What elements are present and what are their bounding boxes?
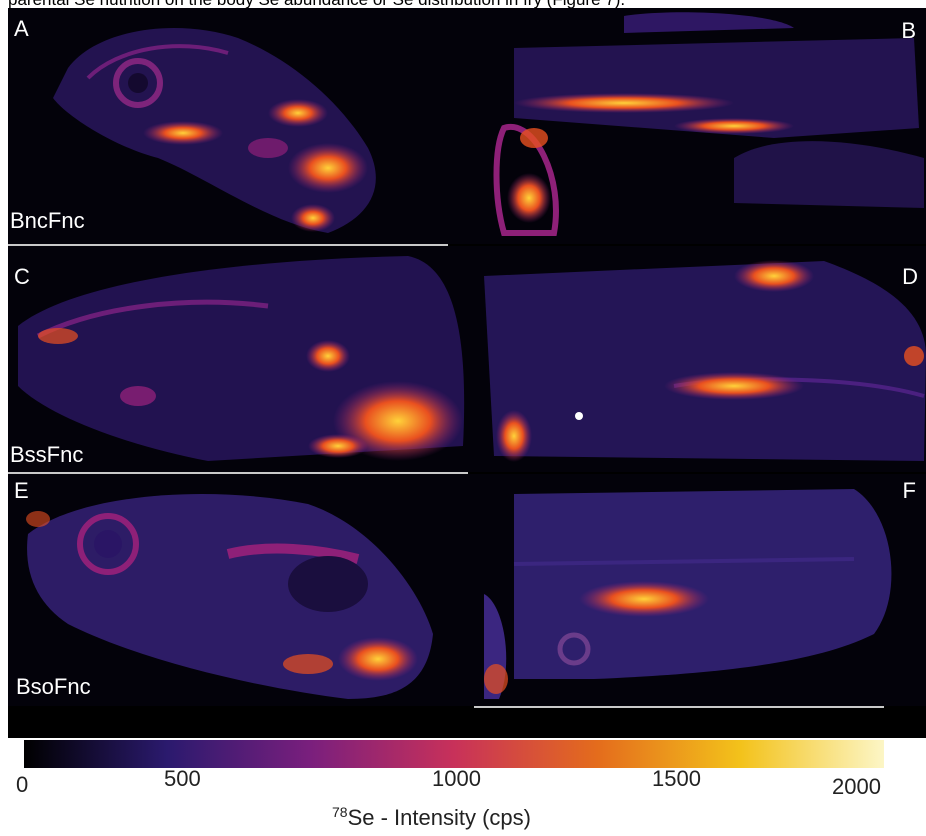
- panel-label-a: A: [14, 16, 29, 41]
- panel-a-heatmap: [53, 28, 376, 233]
- sample-label-bssfnc: BssFnc: [10, 442, 84, 467]
- panel-label-d: D: [902, 264, 918, 289]
- panel-c-heatmap: [18, 256, 465, 461]
- panel-label-f: F: [902, 478, 916, 503]
- row-divider-2: [8, 472, 468, 474]
- sample-label-bsofnc: BsoFnc: [16, 674, 91, 699]
- sample-label-bncfnc: BncFnc: [10, 208, 85, 233]
- panel-label-b: B: [901, 18, 916, 43]
- colorbar-tick-500: 500: [164, 766, 201, 791]
- panel-e-heatmap: [26, 494, 434, 699]
- colorbar-tick-2000: 2000: [832, 774, 881, 799]
- panel-f-heatmap: [484, 489, 892, 699]
- panel-f-image: F: [474, 474, 926, 706]
- panel-b-heatmap: [493, 12, 924, 236]
- colorbar-axis-title: 78Se - Intensity (cps): [332, 804, 531, 831]
- row-divider-1: [8, 244, 448, 246]
- colorbar-axis-title-text: Se - Intensity (cps): [347, 805, 531, 830]
- panel-d-heatmap: [484, 260, 926, 462]
- row-divider-3: [474, 706, 884, 708]
- panel-c-image: C BssFnc: [8, 246, 474, 472]
- colorbar-tick-1000: 1000: [432, 766, 481, 791]
- intensity-colorbar: [24, 740, 884, 768]
- panel-a-image: A BncFnc: [8, 8, 474, 244]
- panel-d-image: D: [474, 246, 926, 472]
- colorbar-tick-1500: 1500: [652, 766, 701, 791]
- colorbar-tick-0: 0: [16, 772, 29, 797]
- caption-fragment: parental Se nutrition on the body Se abu…: [8, 0, 625, 10]
- se-imaging-figure: A BncFnc B: [8, 8, 926, 738]
- panel-b-image: B: [474, 8, 926, 244]
- panel-label-e: E: [14, 478, 29, 503]
- isotope-mass-number: 78: [332, 804, 348, 820]
- panel-label-c: C: [14, 264, 30, 289]
- panel-e-image: E BsoFnc: [8, 474, 474, 706]
